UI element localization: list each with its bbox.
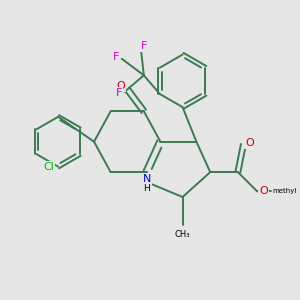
Text: F: F [141,41,147,51]
Text: H: H [143,184,150,193]
Text: O: O [116,81,125,92]
Text: Cl: Cl [43,162,54,172]
Text: O: O [259,187,268,196]
Text: N: N [142,174,151,184]
Text: O: O [245,138,254,148]
Text: F: F [116,88,122,98]
Text: CH₃: CH₃ [175,230,190,239]
Text: methyl: methyl [272,188,297,194]
Text: F: F [113,52,119,62]
